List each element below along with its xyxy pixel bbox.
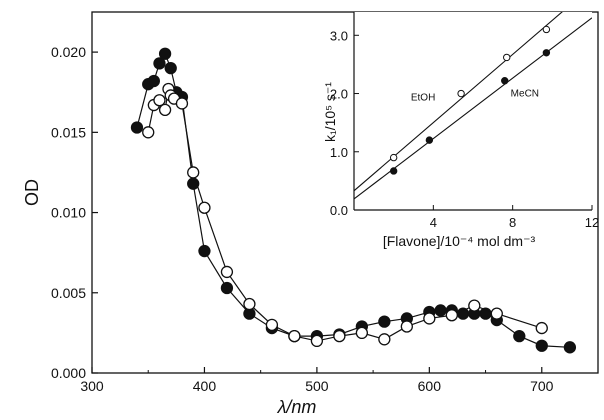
y-axis-title: OD <box>22 179 42 206</box>
data-point-open <box>153 94 166 107</box>
data-point-filled <box>563 341 577 354</box>
data-point-filled <box>147 74 160 88</box>
y-tick-label: 0.005 <box>51 285 86 301</box>
data-point-filled <box>220 281 234 295</box>
inset-point-etoh <box>542 25 551 34</box>
data-point-open <box>243 297 256 311</box>
x-tick-label: 300 <box>80 378 104 394</box>
inset-point-etoh <box>389 153 398 162</box>
y-tick-label: 0.015 <box>51 124 86 140</box>
inset-point-mecn <box>542 49 551 57</box>
inset-x-axis-title: [Flavone]/10⁻⁴ mol dm⁻³ <box>383 233 536 249</box>
inset-chart: 4 8 12 0.0 1.0 2.0 3.0 EtOH MeCN <box>330 12 599 230</box>
data-point-filled <box>164 62 177 75</box>
data-point-filled <box>153 57 166 70</box>
x-tick-label: 600 <box>418 378 442 394</box>
data-point-filled <box>434 304 447 317</box>
inset-point-mecn <box>425 136 434 144</box>
x-tick-label: 500 <box>305 378 329 394</box>
data-point-open <box>468 299 481 312</box>
series-label-etoh: EtOH <box>411 92 435 103</box>
fit-line-etoh <box>354 12 563 192</box>
x-axis-title: λ/nm <box>277 397 317 417</box>
main-chart: 300 400 500 600 700 0.000 0.005 0.010 0.015 0.020 <box>51 11 599 394</box>
inset-point-etoh <box>457 89 465 98</box>
inset-y-axis-title: k₁/10⁵ s⁻¹ <box>322 82 338 142</box>
inset-y-tick-label: 1.0 <box>330 145 348 160</box>
data-point-open <box>265 318 279 332</box>
series-label-mecn: MeCN <box>511 89 539 100</box>
data-point-filled <box>378 315 391 328</box>
data-point-filled <box>158 47 172 60</box>
data-point-open <box>535 321 548 335</box>
inset-point-etoh <box>503 53 511 62</box>
data-point-open <box>220 265 234 279</box>
data-point-open <box>198 201 211 214</box>
data-point-open <box>423 312 436 325</box>
data-point-open <box>158 103 172 117</box>
plot-frame <box>91 11 599 374</box>
data-point-open <box>288 329 301 343</box>
inset-x-tick-label: 12 <box>585 215 599 230</box>
data-point-filled <box>535 339 548 352</box>
data-point-open <box>187 166 200 179</box>
data-point-open <box>490 307 503 320</box>
inset-point-mecn <box>389 167 398 175</box>
inset-y-tick-label: 3.0 <box>330 28 348 43</box>
data-point-open <box>310 334 324 348</box>
inset-x-tick-label: 4 <box>430 215 437 230</box>
inset-y-tick-label: 0.0 <box>330 203 348 218</box>
x-tick-label: 700 <box>530 378 554 394</box>
data-point-open <box>142 126 155 139</box>
inset-background <box>354 12 592 210</box>
data-point-open <box>445 309 458 322</box>
data-point-open <box>378 333 391 346</box>
data-point-open <box>333 329 346 343</box>
inset-point-mecn <box>501 77 509 85</box>
y-tick-label: 0.020 <box>51 44 86 60</box>
data-point-open <box>400 320 413 333</box>
data-point-open <box>355 326 369 340</box>
inset-x-tick-label: 8 <box>509 215 516 230</box>
data-point-filled <box>130 121 144 134</box>
y-tick-label: 0.010 <box>51 205 86 221</box>
x-tick-label: 400 <box>193 378 217 394</box>
data-point-open <box>175 97 189 110</box>
data-point-filled <box>198 244 211 258</box>
y-tick-label: 0.000 <box>51 365 86 381</box>
inset-y-tick-label: 2.0 <box>330 87 348 102</box>
data-point-filled <box>513 329 526 343</box>
